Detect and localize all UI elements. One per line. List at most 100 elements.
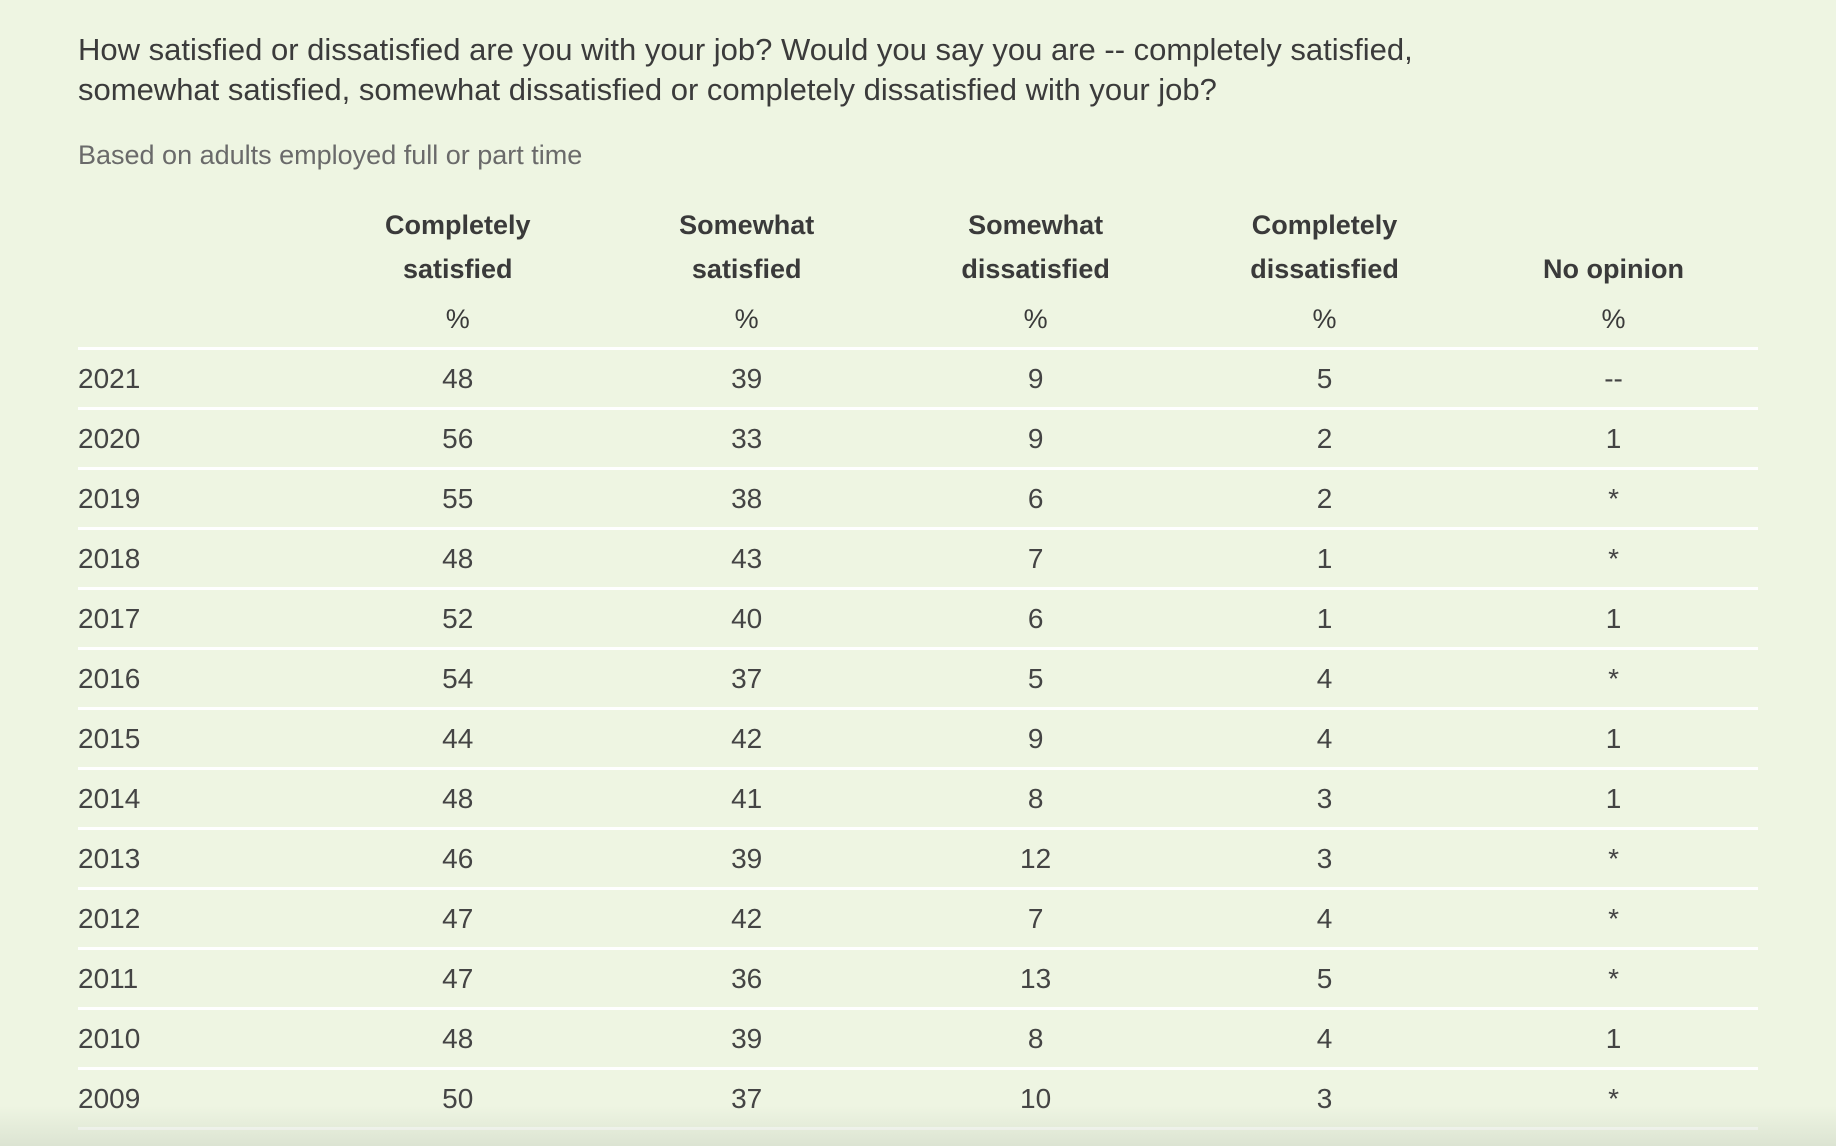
value-cell: * <box>1469 948 1758 1010</box>
year-cell: 2020 <box>78 408 314 470</box>
value-cell: 4 <box>1180 648 1470 710</box>
value-cell: 4 <box>1180 1008 1470 1070</box>
value-cell: 1 <box>1469 768 1758 830</box>
value-cell: 1 <box>1469 1008 1758 1070</box>
year-cell: 2009 <box>78 1068 314 1130</box>
table-row: 2016 54 37 5 4 * <box>78 648 1758 710</box>
value-cell: 36 <box>602 948 892 1010</box>
value-cell: 9 <box>891 408 1181 470</box>
value-cell: 1 <box>1469 408 1758 470</box>
year-cell: 2011 <box>78 948 314 1010</box>
header-year <box>78 203 313 291</box>
value-cell: 8 <box>891 768 1181 830</box>
value-cell: 39 <box>602 1008 892 1070</box>
value-cell: 37 <box>602 1068 892 1130</box>
value-cell: 40 <box>602 588 892 650</box>
value-cell: 37 <box>602 648 892 710</box>
value-cell: 8 <box>891 1008 1181 1070</box>
value-cell: 55 <box>313 468 603 530</box>
question-text: How satisfied or dissatisfied are you wi… <box>78 32 1413 107</box>
table-row: 2015 44 42 9 4 1 <box>78 708 1758 770</box>
value-cell: 7 <box>891 528 1181 590</box>
value-cell: 46 <box>313 828 603 890</box>
value-cell: 56 <box>313 408 603 470</box>
value-cell: 9 <box>891 708 1181 770</box>
table-row: 2010 48 39 8 4 1 <box>78 1008 1758 1070</box>
table-row: 2013 46 39 12 3 * <box>78 828 1758 890</box>
value-cell: 42 <box>602 708 892 770</box>
unit-label: % <box>1469 291 1758 350</box>
results-table: Completely satisfied Somewhat satisfied So… <box>78 203 1758 1130</box>
table-row: 2017 52 40 6 1 1 <box>78 588 1758 650</box>
year-cell: 2018 <box>78 528 314 590</box>
table-row: 2012 47 42 7 4 * <box>78 888 1758 950</box>
value-cell: 6 <box>891 468 1181 530</box>
year-cell: 2015 <box>78 708 314 770</box>
table-row: 2011 47 36 13 5 * <box>78 948 1758 1010</box>
year-cell: 2017 <box>78 588 314 650</box>
value-cell: 48 <box>313 348 603 410</box>
year-cell: 2019 <box>78 468 314 530</box>
value-cell: 12 <box>891 828 1181 890</box>
value-cell: 48 <box>313 768 603 830</box>
value-cell: 1 <box>1180 528 1470 590</box>
value-cell: * <box>1469 1068 1758 1130</box>
value-cell: 9 <box>891 348 1181 410</box>
unit-label: % <box>1180 291 1470 350</box>
header-row: Completely satisfied Somewhat satisfied So… <box>78 203 1758 291</box>
header-completely-satisfied: Completely satisfied <box>384 210 531 284</box>
header-somewhat-satisfied: Somewhat satisfied <box>679 210 815 284</box>
value-cell: 4 <box>1180 888 1470 950</box>
value-cell: 10 <box>891 1068 1181 1130</box>
value-cell: 47 <box>313 888 603 950</box>
year-cell: 2010 <box>78 1008 314 1070</box>
value-cell: 43 <box>602 528 892 590</box>
value-cell: 1 <box>1180 588 1470 650</box>
value-cell: 5 <box>1180 948 1470 1010</box>
value-cell: 39 <box>602 348 892 410</box>
value-cell: -- <box>1469 348 1758 410</box>
year-cell: 2013 <box>78 828 314 890</box>
value-cell: 1 <box>1469 708 1758 770</box>
value-cell: 38 <box>602 468 892 530</box>
year-cell: 2014 <box>78 768 314 830</box>
value-cell: * <box>1469 888 1758 950</box>
value-cell: 54 <box>313 648 603 710</box>
value-cell: 3 <box>1180 828 1470 890</box>
unit-label: % <box>313 291 603 350</box>
value-cell: 48 <box>313 528 603 590</box>
table-row: 2014 48 41 8 3 1 <box>78 768 1758 830</box>
unit-row: % % % % % <box>78 291 1758 350</box>
year-cell: 2016 <box>78 648 314 710</box>
value-cell: * <box>1469 528 1758 590</box>
year-cell: 2012 <box>78 888 314 950</box>
value-cell: 2 <box>1180 468 1470 530</box>
table-row: 2020 56 33 9 2 1 <box>78 408 1758 470</box>
value-cell: 7 <box>891 888 1181 950</box>
value-cell: * <box>1469 828 1758 890</box>
value-cell: 1 <box>1469 588 1758 650</box>
value-cell: 41 <box>602 768 892 830</box>
table-row: 2018 48 43 7 1 * <box>78 528 1758 590</box>
value-cell: 5 <box>1180 348 1470 410</box>
value-cell: 33 <box>602 408 892 470</box>
base-note: Based on adults employed full or part ti… <box>78 140 583 170</box>
unit-label: % <box>602 291 892 350</box>
value-cell: 5 <box>891 648 1181 710</box>
value-cell: 6 <box>891 588 1181 650</box>
header-completely-dissatisfied: Completely dissatisfied <box>1250 210 1399 284</box>
value-cell: * <box>1469 468 1758 530</box>
value-cell: 50 <box>313 1068 603 1130</box>
value-cell: 39 <box>602 828 892 890</box>
unit-label: % <box>891 291 1181 350</box>
header-somewhat-dissatisfied: Somewhat dissatisfied <box>961 210 1110 284</box>
value-cell: 3 <box>1180 768 1470 830</box>
table-row: 2019 55 38 6 2 * <box>78 468 1758 530</box>
value-cell: 4 <box>1180 708 1470 770</box>
year-cell: 2021 <box>78 348 314 410</box>
value-cell: 2 <box>1180 408 1470 470</box>
value-cell: 48 <box>313 1008 603 1070</box>
value-cell: 52 <box>313 588 603 650</box>
value-cell: 44 <box>313 708 603 770</box>
value-cell: 13 <box>891 948 1181 1010</box>
